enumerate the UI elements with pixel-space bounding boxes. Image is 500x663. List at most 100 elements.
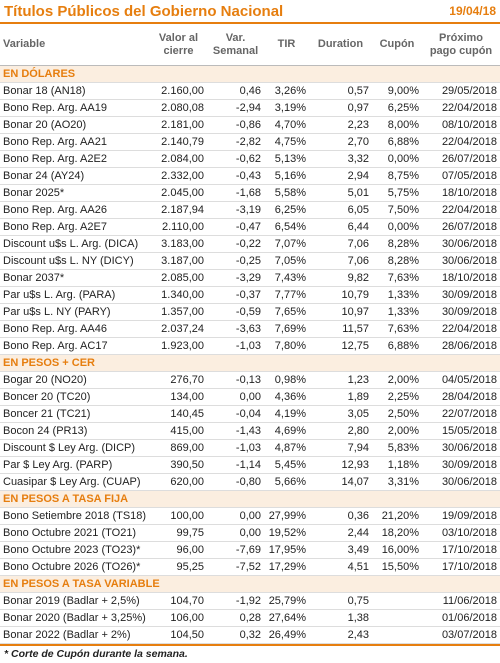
cell: 11,57 xyxy=(309,320,372,338)
cell: -3,19 xyxy=(207,201,264,219)
cell: 2.181,00 xyxy=(150,116,207,134)
data-row: Bono Setiembre 2018 (TS18) 100,00 0,00 27,9… xyxy=(0,507,500,525)
cell: 2,25% xyxy=(372,388,422,406)
data-row: Bono Rep. Arg. AA19 2.080,08 -2,94 3,19% 0,9… xyxy=(0,99,500,117)
bond-name: Discount $ Ley Arg. (DICP) xyxy=(0,439,150,457)
data-row: Boncer 21 (TC21) 140,45 -0,04 4,19% 3,05 2,50… xyxy=(0,405,500,423)
bond-name: Bonar 18 (AN18) xyxy=(0,82,150,100)
cell: 25,79% xyxy=(264,592,309,610)
cell: 07/05/2018 xyxy=(422,167,500,185)
cell: 100,00 xyxy=(150,507,207,525)
data-row: Bonar 2020 (Badlar + 3,25%) 106,00 0,28 27,… xyxy=(0,609,500,627)
cell: 1.357,00 xyxy=(150,303,207,321)
section-row: EN PESOS A TASA FIJA xyxy=(0,490,500,508)
cell: 28/06/2018 xyxy=(422,337,500,355)
cell: 2.037,24 xyxy=(150,320,207,338)
cell: 2.187,94 xyxy=(150,201,207,219)
cell: 18/10/2018 xyxy=(422,269,500,287)
cell: -0,47 xyxy=(207,218,264,236)
cell: 0,00 xyxy=(207,524,264,542)
cell: 95,25 xyxy=(150,558,207,576)
data-row: Bonar 18 (AN18) 2.160,00 0,46 3,26% 0,57 9,00… xyxy=(0,82,500,100)
cell: 134,00 xyxy=(150,388,207,406)
cell: 17/10/2018 xyxy=(422,558,500,576)
bond-name: Bonar 2022 (Badlar + 2%) xyxy=(0,626,150,644)
cell: 2,94 xyxy=(309,167,372,185)
cell: 9,00% xyxy=(372,82,422,100)
cell: 17,95% xyxy=(264,541,309,559)
cell: 2.140,79 xyxy=(150,133,207,151)
cell: 7,07% xyxy=(264,235,309,253)
cell: 140,45 xyxy=(150,405,207,423)
cell: -3,63 xyxy=(207,320,264,338)
cell: 30/09/2018 xyxy=(422,456,500,474)
cell: 2.084,00 xyxy=(150,150,207,168)
cell: 869,00 xyxy=(150,439,207,457)
cell: 2,23 xyxy=(309,116,372,134)
cell: 30/09/2018 xyxy=(422,286,500,304)
cell: 15,50% xyxy=(372,558,422,576)
data-row: Bonar 24 (AY24) 2.332,00 -0,43 5,16% 2,94 8,7… xyxy=(0,167,500,185)
bond-name: Bono Octubre 2026 (TO26)* xyxy=(0,558,150,576)
cell: 18/10/2018 xyxy=(422,184,500,202)
cell: -0,59 xyxy=(207,303,264,321)
cell: 30/06/2018 xyxy=(422,235,500,253)
cell: 1,33% xyxy=(372,286,422,304)
cell: 5,75% xyxy=(372,184,422,202)
bond-name: Par u$s L. Arg. (PARA) xyxy=(0,286,150,304)
data-row: Bono Rep. Arg. AC17 1.923,00 -1,03 7,80% 12,… xyxy=(0,337,500,355)
cell: 415,00 xyxy=(150,422,207,440)
data-row: Discount u$s L. NY (DICY) 3.187,00 -0,25 7,… xyxy=(0,252,500,270)
cell: -2,82 xyxy=(207,133,264,151)
data-row: Cuasipar $ Ley Arg. (CUAP) 620,00 -0,80 5,6… xyxy=(0,473,500,491)
cell: 3,31% xyxy=(372,473,422,491)
cell: -1,92 xyxy=(207,592,264,610)
cell: 2,80 xyxy=(309,422,372,440)
cell: 0,00 xyxy=(207,388,264,406)
cell: 4,51 xyxy=(309,558,372,576)
cell: 7,43% xyxy=(264,269,309,287)
cell: 12,93 xyxy=(309,456,372,474)
cell: 8,00% xyxy=(372,116,422,134)
data-row: Bono Rep. Arg. AA21 2.140,79 -2,82 4,75% 2,7… xyxy=(0,133,500,151)
cell: 5,16% xyxy=(264,167,309,185)
cell: 2.045,00 xyxy=(150,184,207,202)
bond-name: Bono Rep. Arg. A2E7 xyxy=(0,218,150,236)
cell: 5,45% xyxy=(264,456,309,474)
cell: 0,00 xyxy=(207,507,264,525)
cell: 5,01 xyxy=(309,184,372,202)
cell: 2.160,00 xyxy=(150,82,207,100)
bond-name: Bono Rep. Arg. A2E2 xyxy=(0,150,150,168)
cell: -1,03 xyxy=(207,439,264,457)
cell: 2.110,00 xyxy=(150,218,207,236)
cell: 08/10/2018 xyxy=(422,116,500,134)
cell: 7,69% xyxy=(264,320,309,338)
cell: 7,63% xyxy=(372,320,422,338)
cell: 276,70 xyxy=(150,371,207,389)
column-header: Valor al cierre xyxy=(150,24,207,66)
cell: 6,25% xyxy=(264,201,309,219)
data-row: Bono Rep. Arg. AA46 2.037,24 -3,63 7,69% 11,… xyxy=(0,320,500,338)
data-row: Bocon 24 (PR13) 415,00 -1,43 4,69% 2,80 2,00%… xyxy=(0,422,500,440)
cell: 1.923,00 xyxy=(150,337,207,355)
cell: 0,98% xyxy=(264,371,309,389)
cell: 17/10/2018 xyxy=(422,541,500,559)
cell: 4,70% xyxy=(264,116,309,134)
cell: -0,43 xyxy=(207,167,264,185)
cell: 2.332,00 xyxy=(150,167,207,185)
cell: 9,82 xyxy=(309,269,372,287)
cell: 106,00 xyxy=(150,609,207,627)
cell: 620,00 xyxy=(150,473,207,491)
bond-name: Bono Rep. Arg. AA46 xyxy=(0,320,150,338)
cell: 1,89 xyxy=(309,388,372,406)
title-bar: Títulos Públicos del Gobierno Nacional 1… xyxy=(0,0,500,24)
cell: 03/07/2018 xyxy=(422,626,500,644)
bond-name: Bonar 2020 (Badlar + 3,25%) xyxy=(0,609,150,627)
column-header: Cupón xyxy=(372,24,422,66)
title: Títulos Públicos del Gobierno Nacional xyxy=(4,2,284,20)
cell: 7,63% xyxy=(372,269,422,287)
bond-name: Bono Rep. Arg. AA19 xyxy=(0,99,150,117)
bond-name: Bonar 24 (AY24) xyxy=(0,167,150,185)
cell: 3,05 xyxy=(309,405,372,423)
